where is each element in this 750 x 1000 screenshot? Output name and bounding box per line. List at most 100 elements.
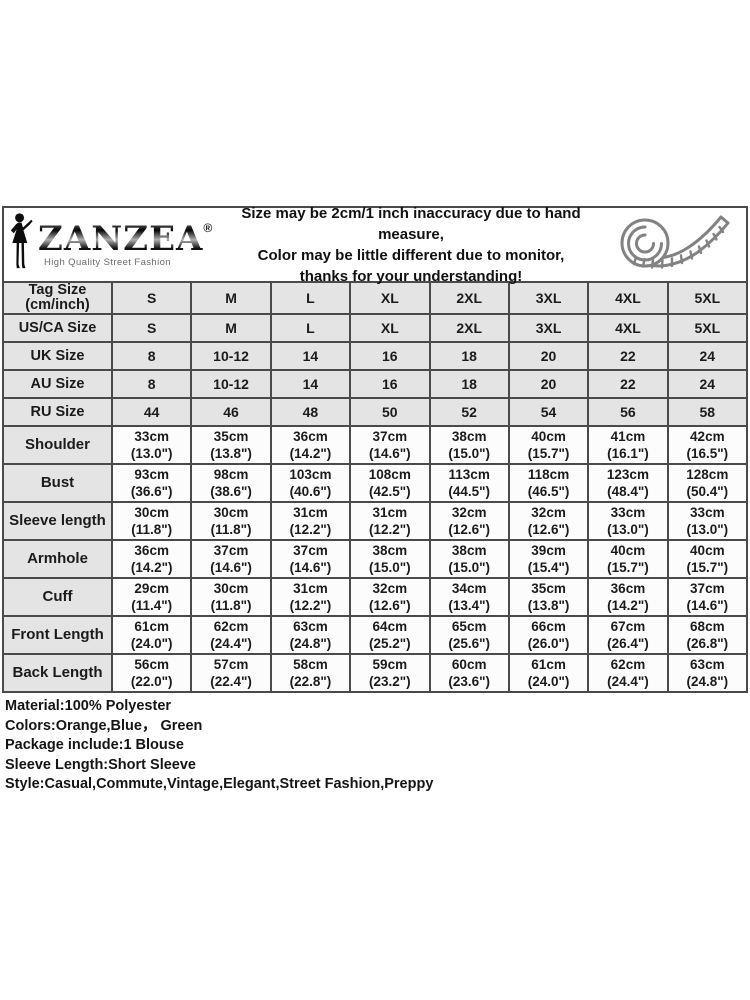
- value-cell: 14: [269, 341, 352, 371]
- value-cell: 33cm (13.0"): [110, 425, 193, 465]
- value-cell: 3XL: [507, 281, 590, 315]
- table-row: Armhole 36cm (14.2") 37cm (14.6") 37cm (14.6")…: [2, 539, 749, 579]
- value-cell: M: [190, 313, 272, 343]
- table-row: Front Length 61cm (24.0") 62cm (24.4") 63cm (2…: [2, 615, 749, 655]
- value-cell: 10-12: [190, 341, 272, 371]
- value-cell: 59cm (23.2"): [349, 653, 431, 693]
- value-cell: XL: [349, 313, 431, 343]
- value-cell: 22: [587, 369, 669, 399]
- value-cell: 30cm (11.8"): [110, 501, 193, 541]
- value-cell: 32cm (12.6"): [349, 577, 431, 617]
- value-cell: 4XL: [587, 313, 669, 343]
- value-cell: 113cm (44.5"): [428, 463, 510, 503]
- value-cell: 61cm (24.0"): [507, 653, 590, 693]
- value-cell: 62cm (24.4"): [190, 615, 272, 655]
- value-cell: S: [110, 281, 193, 315]
- notice-line-1: Size may be 2cm/1 inch inaccuracy due to…: [241, 204, 581, 243]
- value-cell: S: [110, 313, 193, 343]
- size-table: Tag Size (cm/inch) S M L XL 2XL 3XL 4XL 5XL US/CA …: [2, 281, 749, 693]
- value-cell: 68cm (26.8"): [666, 615, 749, 655]
- value-cell: 41cm (16.1"): [587, 425, 669, 465]
- notice-line-3: thanks for your understanding!: [299, 267, 523, 285]
- value-cell: 93cm (36.6"): [110, 463, 193, 503]
- table-row: RU Size 44 46 48 50 52 54 56 58: [2, 397, 749, 427]
- row-label: Cuff: [2, 577, 113, 617]
- row-label: Tag Size (cm/inch): [2, 281, 113, 315]
- row-label: Shoulder: [2, 425, 113, 465]
- value-cell: 5XL: [666, 313, 749, 343]
- table-row: US/CA Size S M L XL 2XL 3XL 4XL 5XL: [2, 313, 749, 343]
- value-cell: 4XL: [587, 281, 669, 315]
- table-row: Tag Size (cm/inch) S M L XL 2XL 3XL 4XL 5XL: [2, 281, 749, 315]
- value-cell: 2XL: [428, 313, 510, 343]
- value-cell: 20: [507, 341, 590, 371]
- value-cell: 8: [110, 369, 193, 399]
- value-cell: 38cm (15.0"): [428, 539, 510, 579]
- value-cell: 24: [666, 369, 749, 399]
- value-cell: 58cm (22.8"): [269, 653, 352, 693]
- value-cell: 33cm (13.0"): [587, 501, 669, 541]
- value-cell: 128cm (50.4"): [666, 463, 749, 503]
- value-cell: 31cm (12.2"): [269, 577, 352, 617]
- measuring-tape-icon: [606, 214, 738, 276]
- detail-style: Style:Casual,Commute,Vintage,Elegant,Str…: [5, 776, 434, 792]
- table-row: Shoulder 33cm (13.0") 35cm (13.8") 36cm (14.2"…: [2, 425, 749, 465]
- value-cell: 18: [428, 369, 510, 399]
- value-cell: 32cm (12.6"): [507, 501, 590, 541]
- table-row: AU Size 8 10-12 14 16 18 20 22 24: [2, 369, 749, 399]
- value-cell: 52: [428, 397, 510, 427]
- row-label: US/CA Size: [2, 313, 113, 343]
- row-label: RU Size: [2, 397, 113, 427]
- value-cell: 60cm (23.6"): [428, 653, 510, 693]
- row-label: Back Length: [2, 653, 113, 693]
- value-cell: L: [269, 281, 352, 315]
- value-cell: 37cm (14.6"): [349, 425, 431, 465]
- row-label: Sleeve length: [2, 501, 113, 541]
- value-cell: 40cm (15.7"): [666, 539, 749, 579]
- value-cell: 40cm (15.7"): [587, 539, 669, 579]
- value-cell: M: [190, 281, 272, 315]
- value-cell: 56: [587, 397, 669, 427]
- row-label: Bust: [2, 463, 113, 503]
- value-cell: 66cm (26.0"): [507, 615, 590, 655]
- value-cell: 46: [190, 397, 272, 427]
- table-row: Cuff 29cm (11.4") 30cm (11.8") 31cm (12.2") 32c…: [2, 577, 749, 617]
- value-cell: 56cm (22.0"): [110, 653, 193, 693]
- value-cell: 8: [110, 341, 193, 371]
- value-cell: 63cm (24.8"): [269, 615, 352, 655]
- value-cell: 63cm (24.8"): [666, 653, 749, 693]
- registered-mark: ®: [203, 220, 213, 235]
- value-cell: 31cm (12.2"): [349, 501, 431, 541]
- row-label: UK Size: [2, 341, 113, 371]
- value-cell: 14: [269, 369, 352, 399]
- detail-package: Package include:1 Blouse: [5, 737, 184, 753]
- table-row: Back Length 56cm (22.0") 57cm (22.4") 58cm (22…: [2, 653, 749, 693]
- notice-line-2: Color may be little different due to mon…: [257, 246, 565, 264]
- row-label: Armhole: [2, 539, 113, 579]
- value-cell: 22: [587, 341, 669, 371]
- value-cell: 38cm (15.0"): [349, 539, 431, 579]
- value-cell: 29cm (11.4"): [110, 577, 193, 617]
- value-cell: 30cm (11.8"): [190, 577, 272, 617]
- value-cell: 62cm (24.4"): [587, 653, 669, 693]
- brand-name: ZANZEA: [38, 218, 204, 259]
- value-cell: 34cm (13.4"): [428, 577, 510, 617]
- value-cell: 103cm (40.6"): [269, 463, 352, 503]
- value-cell: 16: [349, 341, 431, 371]
- value-cell: 20: [507, 369, 590, 399]
- brand-tagline: High Quality Street Fashion: [44, 256, 171, 268]
- value-cell: 64cm (25.2"): [349, 615, 431, 655]
- value-cell: 36cm (14.2"): [269, 425, 352, 465]
- value-cell: 18: [428, 341, 510, 371]
- value-cell: 61cm (24.0"): [110, 615, 193, 655]
- value-cell: 44: [110, 397, 193, 427]
- size-chart: ZANZEA® High Quality Street Fashion Size…: [2, 204, 749, 795]
- value-cell: 38cm (15.0"): [428, 425, 510, 465]
- value-cell: 48: [269, 397, 352, 427]
- detail-sleeve-length: Sleeve Length:Short Sleeve: [5, 756, 196, 773]
- product-details: Material:100% Polyester Colors:Orange,Bl…: [2, 697, 748, 795]
- value-cell: 98cm (38.6"): [190, 463, 272, 503]
- value-cell: 2XL: [428, 281, 510, 315]
- value-cell: 3XL: [507, 313, 590, 343]
- value-cell: 33cm (13.0"): [666, 501, 749, 541]
